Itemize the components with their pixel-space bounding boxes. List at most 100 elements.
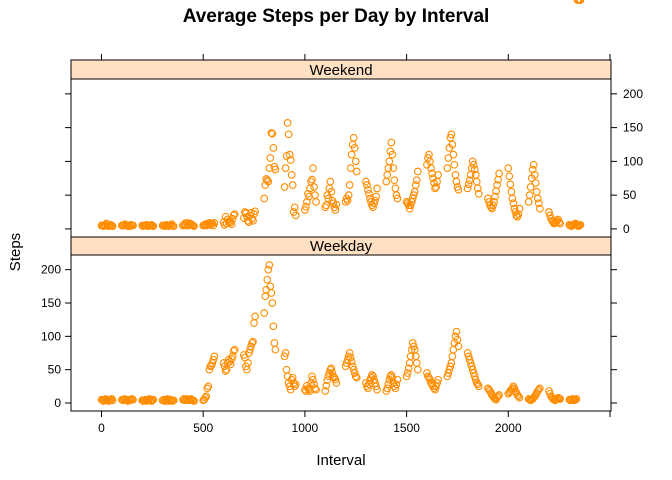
data-point: [263, 275, 272, 284]
data-point: [269, 322, 278, 331]
data-point: [287, 171, 296, 179]
data-point: [168, 221, 177, 230]
data-point: [432, 183, 440, 191]
data-point: [229, 211, 238, 220]
data-point: [411, 181, 420, 189]
data-point: [347, 150, 356, 159]
data-point: [244, 359, 252, 367]
data-point: [282, 365, 291, 374]
data-point: [322, 201, 331, 210]
data-point: [404, 364, 413, 373]
data-point: [572, 221, 581, 229]
data-point: [574, 222, 583, 231]
data-point: [266, 154, 275, 162]
data-point: [363, 181, 371, 189]
data-point: [448, 140, 457, 149]
data-point: [310, 380, 318, 389]
data-point: [556, 219, 565, 228]
data-point: [167, 396, 176, 405]
data-point: [271, 345, 280, 354]
data-point: [246, 345, 254, 354]
data-point: [575, 221, 584, 230]
data-point: [391, 184, 400, 193]
data-point: [534, 385, 543, 394]
data-point: [448, 352, 457, 361]
data-point: [326, 177, 335, 186]
data-point: [434, 375, 442, 384]
data-point: [507, 187, 516, 196]
data-point: [228, 214, 237, 223]
data-point: [468, 365, 477, 374]
data-point: [451, 171, 460, 179]
panels-layer: Weekend 0 50 100 150 200 Weekday 0 50 100 150 200: [41, 0, 643, 412]
data-point: [309, 375, 317, 384]
data-point: [532, 187, 541, 196]
data-point: [242, 209, 250, 218]
data-point: [285, 150, 294, 159]
data-point: [222, 219, 231, 228]
data-point: [149, 222, 158, 231]
data-point: [327, 364, 336, 373]
data-point: [447, 130, 456, 139]
data-point: [473, 184, 482, 193]
data-point: [108, 222, 117, 231]
data-point: [530, 171, 539, 179]
data-point: [391, 384, 400, 393]
data-point: [267, 289, 276, 297]
data-point: [167, 220, 176, 229]
data-point: [450, 160, 459, 169]
x-axis-label: Interval: [316, 452, 365, 469]
data-point: [190, 222, 198, 231]
data-point: [230, 345, 239, 354]
data-point: [281, 349, 290, 357]
data-point: [344, 191, 353, 199]
data-point: [371, 196, 379, 205]
data-point: [308, 372, 316, 381]
data-point: [270, 339, 279, 347]
data-point: [348, 362, 357, 371]
strip-label: Weekday: [310, 238, 373, 255]
data-point: [309, 164, 317, 172]
data-point: [372, 192, 380, 201]
data-point: [346, 353, 355, 362]
data-point: [341, 198, 350, 206]
data-point: [147, 397, 156, 405]
data-point: [364, 384, 372, 393]
data-point: [555, 394, 563, 403]
data-point: [434, 171, 442, 179]
data-point: [268, 299, 277, 307]
data-point: [188, 221, 196, 229]
data-point: [312, 198, 320, 206]
data-point: [567, 395, 576, 404]
data-point: [263, 176, 272, 185]
data-point: [345, 349, 354, 357]
data-point: [515, 204, 524, 213]
x-tick-label: 0: [98, 421, 105, 435]
data-point: [469, 160, 478, 169]
data-point: [454, 342, 463, 351]
data-point: [495, 169, 503, 178]
y-tick-label: 100: [623, 154, 643, 168]
data-point: [221, 367, 230, 375]
data-point: [310, 183, 318, 191]
data-point: [291, 211, 300, 220]
data-point: [412, 359, 421, 367]
data-point: [209, 355, 218, 364]
data-point: [284, 130, 293, 139]
data-point: [288, 373, 297, 382]
data-point: [372, 382, 380, 391]
data-point: [403, 369, 412, 377]
data-point: [251, 312, 259, 321]
data-point: [389, 164, 398, 172]
data-point: [393, 194, 402, 203]
y-tick-label: 0: [623, 222, 630, 236]
data-point: [328, 369, 337, 377]
data-point: [228, 352, 237, 361]
data-point: [524, 198, 533, 206]
data-point: [452, 327, 461, 336]
data-point: [555, 218, 563, 226]
data-point: [346, 164, 355, 172]
panel-weekend: Weekend 0 50 100 150 200: [65, 59, 643, 238]
data-point: [349, 133, 358, 142]
data-point: [531, 179, 540, 187]
